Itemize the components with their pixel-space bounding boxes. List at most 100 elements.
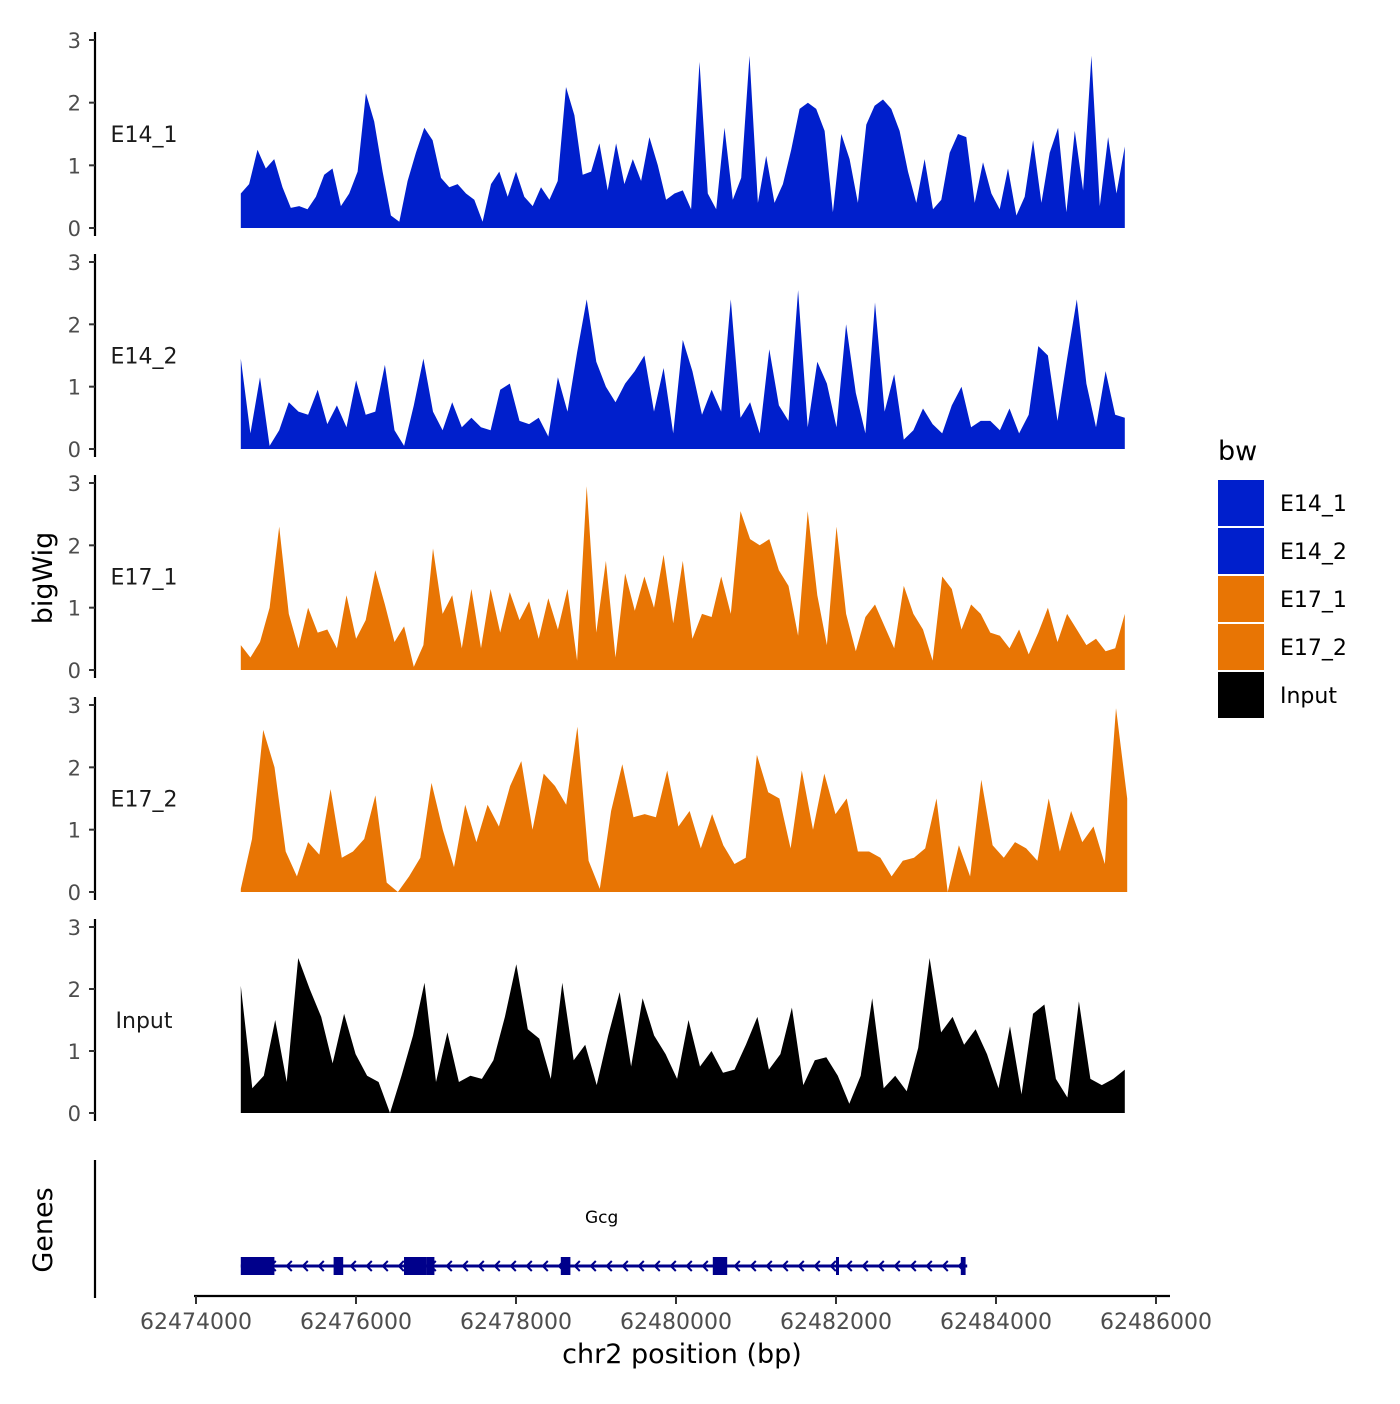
y-tick-label: 2 <box>68 92 81 116</box>
strand-arrow <box>381 1260 389 1272</box>
track-e14-2: 0 1 2 3 E14_2 <box>68 251 1125 462</box>
y-tick-label: 0 <box>68 1102 81 1126</box>
y-tick-label: 2 <box>68 978 81 1002</box>
x-tick-label: 62474000 <box>140 1310 252 1335</box>
y-tick-label: 2 <box>68 756 81 780</box>
strand-arrow <box>541 1260 549 1272</box>
strand-arrow <box>941 1260 949 1272</box>
strand-arrow <box>621 1260 629 1272</box>
strand-arrow <box>365 1260 373 1272</box>
strand-arrow <box>573 1260 581 1272</box>
y-tick-label: 3 <box>68 472 81 496</box>
y-tick-label: 3 <box>68 694 81 718</box>
strand-arrow <box>477 1260 485 1272</box>
x-tick-label: 62484000 <box>940 1310 1052 1335</box>
track-input: 0 1 2 3 Input <box>68 916 1125 1126</box>
track-label-e17-2: E17_2 <box>111 788 178 813</box>
strand-arrow <box>605 1260 613 1272</box>
y-tick-label: 0 <box>68 438 81 462</box>
strand-arrow <box>797 1260 805 1272</box>
x-tick-label: 62486000 <box>1100 1310 1212 1335</box>
coverage-tracks: 0 1 2 3 E14_1 0 1 2 3 E14_2 0 1 2 3 E17_1 0 1 2 3 E17_2 0 1 2 3… <box>68 29 1128 1126</box>
legend-label: E14_2 <box>1280 540 1347 565</box>
track-label-e14-2: E14_2 <box>111 345 178 370</box>
legend-swatch-e14-2 <box>1218 528 1264 574</box>
track-label-e14-1: E14_1 <box>111 123 178 148</box>
track-label-input: Input <box>116 1009 173 1034</box>
legend-label: E17_2 <box>1280 636 1347 661</box>
strand-arrow <box>317 1260 325 1272</box>
coverage-area-e17-1 <box>240 486 1125 670</box>
y-tick-label: 1 <box>68 376 81 400</box>
y-tick-label: 2 <box>68 313 81 337</box>
strand-arrow <box>669 1260 677 1272</box>
strand-arrow <box>637 1260 645 1272</box>
y-tick-label: 1 <box>68 1040 81 1064</box>
strand-arrow <box>909 1260 917 1272</box>
exon <box>560 1257 571 1275</box>
strand-arrow <box>829 1260 837 1272</box>
y-axis-title: bigWig <box>28 532 59 625</box>
strand-arrow <box>349 1260 357 1272</box>
strand-arrow <box>749 1260 757 1272</box>
coverage-area-input <box>240 958 1125 1113</box>
strand-arrow <box>685 1260 693 1272</box>
strand-arrow <box>845 1260 853 1272</box>
x-tick-label: 62480000 <box>620 1310 732 1335</box>
gene-name-label: Gcg <box>585 1208 618 1228</box>
track-label-e17-1: E17_1 <box>111 566 178 591</box>
exon <box>240 1257 275 1275</box>
legend-label: E14_1 <box>1280 492 1347 517</box>
legend-label: Input <box>1280 684 1337 709</box>
x-tick-label: 62478000 <box>460 1310 572 1335</box>
exon <box>333 1257 344 1275</box>
track-e17-1: 0 1 2 3 E17_1 <box>68 472 1125 683</box>
gene-track: Gcg <box>93 1160 968 1298</box>
legend: bw E14_1 E14_2 E17_1 E17_2 Input <box>1218 436 1347 718</box>
exon <box>426 1257 435 1275</box>
y-tick-label: 3 <box>68 251 81 275</box>
exon <box>712 1257 728 1275</box>
legend-swatch-e17-1 <box>1218 576 1264 622</box>
strand-arrow <box>893 1260 901 1272</box>
coverage-area-e14-2 <box>240 290 1125 449</box>
y-tick-label: 1 <box>68 819 81 843</box>
strand-arrow <box>813 1260 821 1272</box>
y-tick-label: 2 <box>68 534 81 558</box>
strand-arrow <box>733 1260 741 1272</box>
strand-arrow <box>589 1260 597 1272</box>
y-tick-label: 0 <box>68 217 81 241</box>
coverage-area-e14-1 <box>240 55 1125 229</box>
strand-arrow <box>397 1260 405 1272</box>
legend-label: E17_1 <box>1280 588 1347 613</box>
strand-arrow <box>285 1260 293 1272</box>
x-axis: 62474000 62476000 62478000 62480000 62482000… <box>140 1294 1212 1335</box>
strand-arrow <box>653 1260 661 1272</box>
strand-arrow <box>301 1260 309 1272</box>
strand-arrow <box>493 1260 501 1272</box>
y-tick-label: 0 <box>68 881 81 905</box>
track-e14-1: 0 1 2 3 E14_1 <box>68 29 1125 241</box>
exon <box>960 1257 966 1275</box>
track-e17-2: 0 1 2 3 E17_2 <box>68 694 1128 905</box>
strand-arrow <box>509 1260 517 1272</box>
strand-arrow <box>877 1260 885 1272</box>
y-tick-label: 1 <box>68 154 81 178</box>
x-axis-title: chr2 position (bp) <box>562 1339 802 1370</box>
exon <box>836 1257 839 1275</box>
y-tick-label: 0 <box>68 659 81 683</box>
exon <box>404 1257 427 1275</box>
strand-arrow <box>445 1260 453 1272</box>
y-tick-label: 1 <box>68 597 81 621</box>
strand-arrow <box>781 1260 789 1272</box>
strand-arrow <box>701 1260 709 1272</box>
strand-arrow <box>765 1260 773 1272</box>
strand-arrow <box>525 1260 533 1272</box>
genes-track-title: Genes <box>28 1187 59 1272</box>
x-tick-label: 62482000 <box>780 1310 892 1335</box>
strand-arrow <box>461 1260 469 1272</box>
legend-swatch-input <box>1218 672 1264 718</box>
legend-title: bw <box>1218 436 1257 467</box>
